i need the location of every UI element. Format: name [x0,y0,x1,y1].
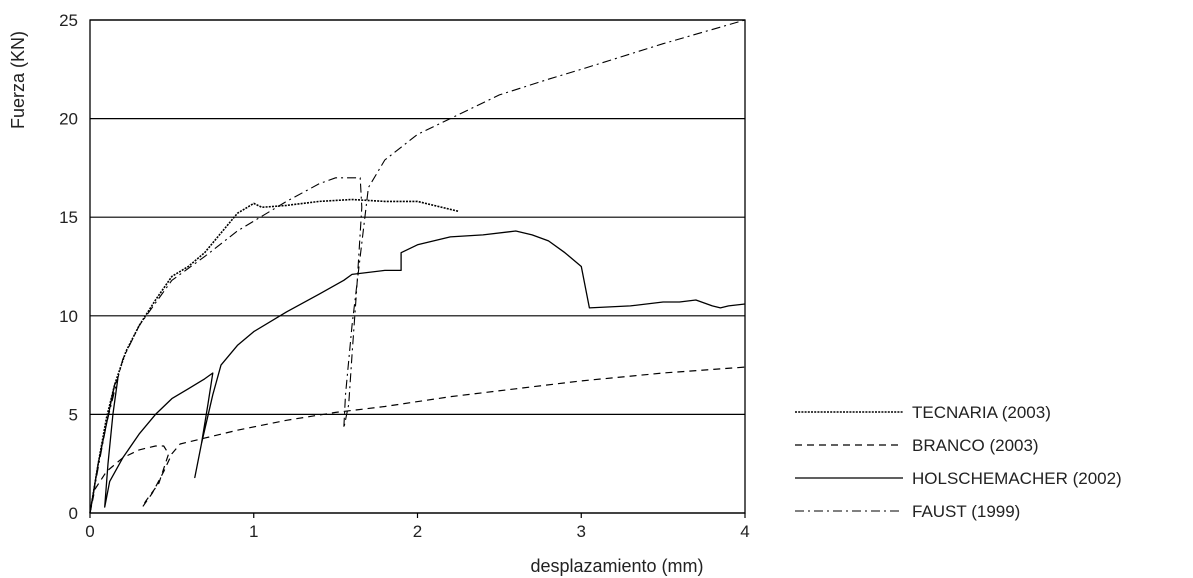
y-tick-label-5: 25 [59,11,78,30]
x-axis-ticks: 0 1 2 3 4 [85,513,750,541]
x-tick-label-1: 1 [249,522,258,541]
x-axis-title: desplazamiento (mm) [530,556,703,576]
legend: TECNARIA (2003) BRANCO (2003) HOLSCHEMACHE… [795,403,1122,521]
legend-label-1: BRANCO (2003) [912,436,1039,455]
series-line-0 [89,198,459,514]
legend-label-2: HOLSCHEMACHER (2002) [912,469,1122,488]
y-tick-label-0: 0 [69,504,78,523]
series-lines [89,19,746,514]
legend-label-0: TECNARIA (2003) [912,403,1051,422]
y-axis-ticks: 0 5 10 15 20 25 [59,11,78,523]
y-tick-label-4: 20 [59,110,78,129]
y-tick-label-3: 15 [59,208,78,227]
y-tick-label-1: 5 [69,405,78,424]
y-tick-label-2: 10 [59,307,78,326]
series-line-3 [89,19,746,514]
x-tick-label-3: 3 [577,522,586,541]
x-tick-label-4: 4 [740,522,749,541]
x-tick-label-0: 0 [85,522,94,541]
x-tick-label-2: 2 [413,522,422,541]
series-line-2 [89,230,746,514]
legend-label-3: FAUST (1999) [912,502,1020,521]
y-axis-title: Fuerza (KN) [8,31,28,129]
series-line-1 [89,366,746,514]
